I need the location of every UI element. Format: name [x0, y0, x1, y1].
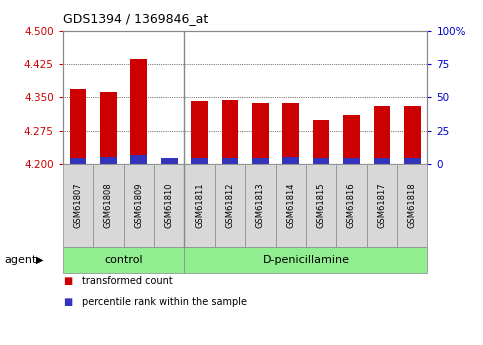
Bar	[100, 92, 117, 164]
Text: control: control	[104, 255, 143, 265]
Bar	[313, 158, 329, 164]
Text: transformed count: transformed count	[82, 276, 173, 286]
Bar	[191, 158, 208, 164]
Bar	[404, 158, 421, 164]
Bar	[343, 158, 360, 164]
Bar	[313, 120, 329, 164]
Text: GSM61812: GSM61812	[226, 183, 234, 228]
Bar	[252, 103, 269, 164]
Text: D-penicillamine: D-penicillamine	[262, 255, 349, 265]
Bar	[222, 100, 238, 164]
Bar	[222, 158, 238, 164]
Bar	[283, 103, 299, 164]
Bar	[70, 89, 86, 164]
Text: GSM61813: GSM61813	[256, 183, 265, 228]
Text: GSM61811: GSM61811	[195, 183, 204, 228]
Text: GSM61807: GSM61807	[73, 183, 83, 228]
Bar	[70, 158, 86, 164]
Text: ■: ■	[63, 297, 72, 307]
Bar	[252, 158, 269, 164]
Bar	[130, 59, 147, 164]
Text: percentile rank within the sample: percentile rank within the sample	[82, 297, 247, 307]
Bar	[404, 106, 421, 164]
Text: GSM61810: GSM61810	[165, 183, 174, 228]
Text: GSM61818: GSM61818	[408, 183, 417, 228]
Bar	[161, 158, 178, 164]
Text: GDS1394 / 1369846_at: GDS1394 / 1369846_at	[63, 12, 208, 25]
Bar	[373, 158, 390, 164]
Bar	[343, 115, 360, 164]
Text: GSM61808: GSM61808	[104, 183, 113, 228]
Text: agent: agent	[5, 255, 37, 265]
Text: GSM61814: GSM61814	[286, 183, 295, 228]
Bar	[191, 100, 208, 164]
Text: ■: ■	[63, 276, 72, 286]
Text: GSM61816: GSM61816	[347, 183, 356, 228]
Text: GSM61809: GSM61809	[134, 183, 143, 228]
Bar	[283, 157, 299, 164]
Text: GSM61815: GSM61815	[316, 183, 326, 228]
Bar	[130, 155, 147, 164]
Text: ▶: ▶	[36, 255, 44, 265]
Bar	[373, 106, 390, 164]
Text: GSM61817: GSM61817	[377, 183, 386, 228]
Bar	[161, 163, 178, 164]
Bar	[100, 157, 117, 164]
